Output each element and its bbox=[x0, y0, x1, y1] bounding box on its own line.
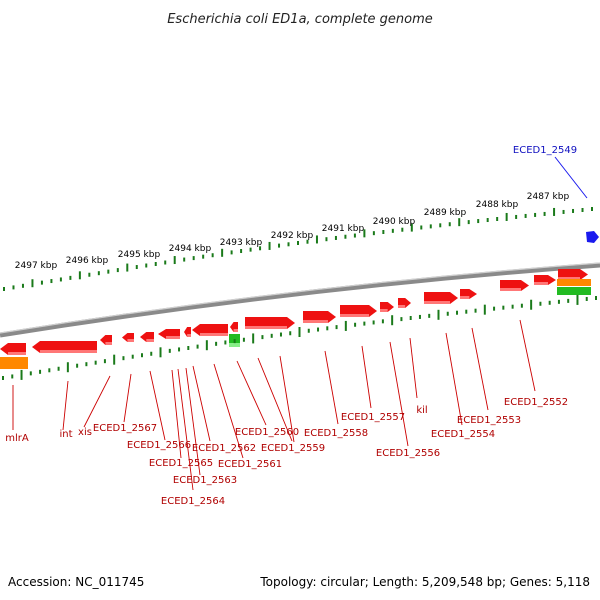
gene-label: int bbox=[59, 429, 72, 440]
gene-arrow-shade bbox=[187, 334, 191, 337]
label-leader bbox=[185, 367, 201, 476]
label-leader bbox=[519, 319, 536, 392]
gene-label: ECED1_2558 bbox=[304, 428, 368, 439]
orange-green-features bbox=[0, 279, 591, 369]
label-leader bbox=[149, 370, 166, 441]
gene-arrow-shade bbox=[500, 288, 521, 291]
gene-label: ECED1_2560 bbox=[235, 427, 299, 438]
gene-label: kil bbox=[416, 405, 427, 416]
gene-label: ECED1_2556 bbox=[376, 448, 440, 459]
gene-label: ECED1_2561 bbox=[218, 459, 282, 470]
kbp-label: 2488 kbp bbox=[476, 200, 519, 210]
kbp-label: 2489 kbp bbox=[424, 208, 467, 218]
gene-label: ECED1_2554 bbox=[431, 429, 495, 440]
map-title: Escherichia coli ED1a, complete genome bbox=[167, 12, 433, 27]
blue-feature-label: ECED1_2549 bbox=[513, 145, 577, 156]
genome-backbone bbox=[0, 262, 600, 338]
gene-label: ECED1_2567 bbox=[93, 423, 157, 434]
label-leader bbox=[123, 373, 132, 423]
inner-tick-ring bbox=[2, 294, 597, 380]
orange-feature-left bbox=[0, 357, 28, 369]
label-leader bbox=[324, 350, 339, 425]
kbp-label: 2487 kbp bbox=[527, 192, 570, 202]
blue-feature: ECED1_2549 bbox=[513, 145, 599, 243]
kbp-label: 2491 kbp bbox=[322, 224, 365, 234]
label-leader bbox=[279, 355, 295, 443]
kbp-scale-labels: 2487 kbp 2488 kbp 2489 kbp 2490 kbp 2491 kbp… bbox=[15, 192, 570, 271]
gene-labels: mlrA int xis ECED1_2567 ECED1_2566 ECED1_2565… bbox=[5, 397, 568, 507]
label-leader bbox=[177, 368, 194, 491]
gene-arrow-shade bbox=[534, 282, 548, 285]
kbp-label: 2493 kbp bbox=[220, 238, 263, 248]
outer-tick-ring bbox=[3, 207, 593, 291]
genome-backbone-highlight bbox=[0, 262, 600, 334]
gene-arrow-shade bbox=[424, 301, 450, 304]
label-leader bbox=[213, 363, 244, 459]
label-leader bbox=[409, 337, 418, 399]
kbp-label: 2490 kbp bbox=[373, 217, 416, 227]
label-leader bbox=[83, 375, 111, 428]
gene-label: ECED1_2552 bbox=[504, 397, 568, 408]
gene-arrow-shade bbox=[380, 309, 388, 312]
gene-arrow-shade bbox=[200, 333, 228, 336]
label-leader bbox=[236, 360, 267, 426]
label-leader bbox=[192, 365, 211, 442]
kbp-label: 2497 kbp bbox=[15, 261, 58, 271]
label-leader bbox=[257, 357, 293, 442]
kbp-label: 2494 kbp bbox=[169, 244, 212, 254]
label-leader bbox=[445, 332, 463, 426]
gene-label: ECED1_2562 bbox=[192, 443, 256, 454]
blue-feature-leader bbox=[554, 156, 588, 199]
label-leader bbox=[471, 327, 489, 411]
gene-label: mlrA bbox=[5, 433, 29, 444]
gene-arrow-shade bbox=[233, 329, 238, 332]
blue-feature-arrow bbox=[586, 231, 599, 243]
label-leader bbox=[389, 341, 409, 447]
gene-arrow-shade bbox=[303, 320, 328, 323]
gene-arrow-shade bbox=[105, 342, 112, 345]
green-feature-right bbox=[557, 287, 591, 295]
gene-label: ECED1_2565 bbox=[149, 458, 213, 469]
gene-arrow-shade bbox=[245, 326, 287, 329]
gene-arrow-shade bbox=[398, 305, 406, 308]
gene-label: ECED1_2563 bbox=[173, 475, 237, 486]
gene-arrow-shade bbox=[8, 352, 26, 355]
gene-label: ECED1_2553 bbox=[457, 415, 521, 426]
gene-features bbox=[0, 269, 588, 355]
gene-label: ECED1_2566 bbox=[127, 440, 191, 451]
gene-arrow-shade bbox=[127, 339, 134, 342]
gene-label: ECED1_2564 bbox=[161, 496, 225, 507]
orange-feature-right bbox=[557, 279, 591, 286]
gene-arrow-shade bbox=[340, 314, 369, 317]
gene-arrow-shade bbox=[40, 350, 97, 353]
kbp-label: 2496 kbp bbox=[66, 256, 109, 266]
kbp-label: 2492 kbp bbox=[271, 231, 314, 241]
gene-arrow-shade bbox=[460, 296, 470, 299]
gene-arrow-shade bbox=[558, 277, 580, 280]
gene-arrow-shade bbox=[146, 339, 154, 342]
gene-label-leaders bbox=[12, 319, 536, 491]
label-leader bbox=[361, 345, 372, 409]
gene-label: ECED1_2559 bbox=[261, 443, 325, 454]
accession-text: Accession: NC_011745 bbox=[8, 575, 144, 589]
label-leader bbox=[171, 369, 182, 459]
label-leader bbox=[62, 380, 69, 431]
gene-arrow-shade bbox=[166, 336, 180, 339]
gene-label: ECED1_2557 bbox=[341, 412, 405, 423]
genome-summary-text: Topology: circular; Length: 5,209,548 bp… bbox=[259, 575, 590, 589]
gene-label: xis bbox=[78, 427, 92, 438]
kbp-label: 2495 kbp bbox=[118, 250, 161, 260]
